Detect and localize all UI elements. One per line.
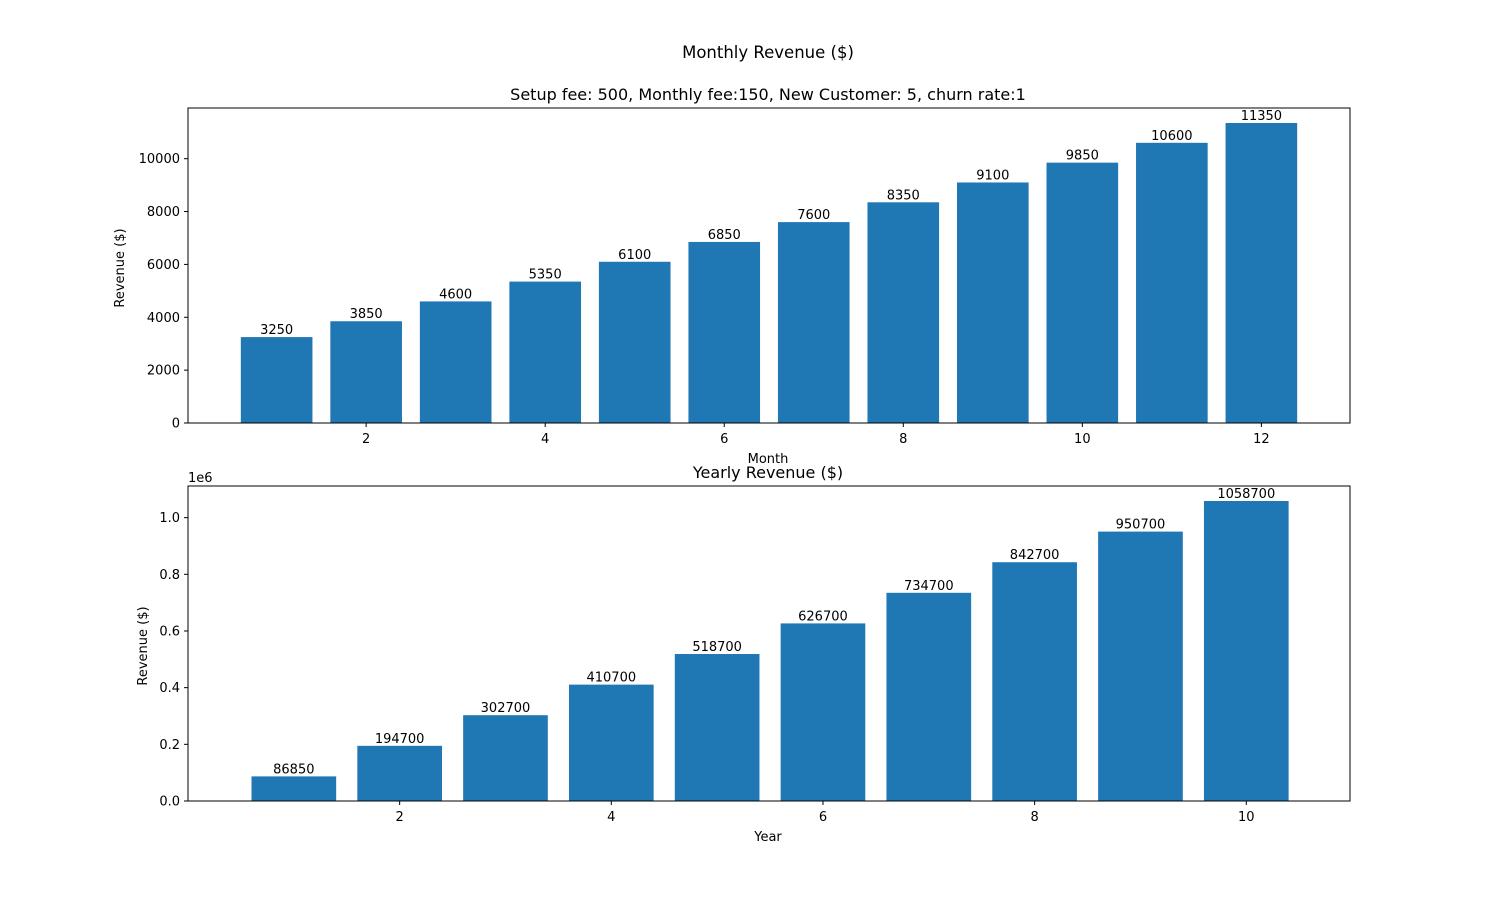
y-tick-label: 0.2	[159, 738, 180, 753]
y-offset-label: 1e6	[188, 471, 213, 486]
y-axis-label: Revenue ($)	[113, 228, 128, 307]
data-label: 194700	[375, 732, 425, 747]
bar	[1225, 123, 1298, 423]
data-labels-group: 86850 194700 302700 410700 518700 626700 73470…	[273, 487, 1275, 777]
bar	[251, 776, 337, 801]
data-label: 11350	[1241, 109, 1282, 124]
data-label: 302700	[481, 701, 531, 716]
data-label: 1058700	[1217, 487, 1275, 502]
data-label: 410700	[586, 671, 636, 686]
bar	[598, 261, 671, 423]
x-axis-ticks: 2 4 6 8 10 12	[362, 423, 1270, 447]
x-tick-label: 10	[1238, 810, 1255, 825]
data-label: 4600	[439, 287, 472, 302]
y-tick-label: 0.4	[159, 681, 180, 696]
plot-frame	[187, 107, 1351, 424]
bar	[1046, 162, 1119, 423]
data-label: 9850	[1066, 149, 1099, 164]
chart-title: Yearly Revenue ($)	[692, 463, 843, 482]
figure-suptitle: Monthly Revenue ($)	[682, 43, 854, 62]
data-label: 6100	[618, 248, 651, 263]
bar	[688, 241, 761, 423]
x-tick-label: 12	[1253, 432, 1270, 447]
bar	[240, 337, 313, 423]
data-label: 6850	[708, 228, 741, 243]
x-tick-label: 6	[720, 432, 728, 447]
y-axis-label: Revenue ($)	[136, 606, 151, 685]
y-tick-label: 10000	[139, 152, 180, 167]
chart-title: Setup fee: 500, Monthly fee:150, New Cus…	[510, 85, 1026, 104]
data-label: 7600	[797, 208, 830, 223]
x-tick-label: 8	[1030, 810, 1038, 825]
y-tick-label: 2000	[147, 364, 180, 379]
bar	[674, 654, 760, 801]
bar	[1203, 501, 1289, 801]
data-label: 734700	[904, 579, 954, 594]
bar	[957, 182, 1029, 423]
bar	[330, 321, 402, 423]
y-tick-label: 0	[172, 417, 180, 432]
data-label: 950700	[1116, 518, 1166, 533]
data-label: 626700	[798, 609, 848, 624]
bar	[568, 684, 654, 801]
bars-group	[240, 123, 1298, 423]
bar	[780, 623, 866, 801]
bar	[1136, 142, 1208, 423]
x-axis-label: Year	[753, 830, 782, 845]
y-tick-label: 1.0	[159, 511, 180, 526]
x-tick-label: 4	[541, 432, 549, 447]
data-label: 3250	[260, 323, 293, 338]
data-label: 5350	[529, 268, 562, 283]
y-tick-label: 6000	[147, 258, 180, 273]
bar	[777, 222, 850, 423]
data-label: 86850	[273, 762, 314, 777]
y-axis-ticks: 0.0 0.2 0.4 0.6 0.8 1.0	[159, 511, 188, 810]
x-axis-label: Month	[748, 452, 789, 467]
bar	[463, 715, 548, 801]
yearly-revenue-chart: Yearly Revenue ($) 868501947003027004107…	[136, 463, 1351, 845]
data-label: 9100	[976, 168, 1009, 183]
x-tick-label: 6	[819, 810, 827, 825]
y-tick-label: 0.8	[159, 568, 180, 583]
y-tick-label: 0.6	[159, 624, 180, 639]
plot-frame	[187, 485, 1351, 802]
bars-group	[251, 501, 1289, 801]
bar	[886, 592, 972, 801]
x-tick-label: 10	[1074, 432, 1091, 447]
bar	[1098, 531, 1183, 801]
y-axis-ticks: 0 2000 4000 6000 8000 10000	[139, 152, 188, 432]
data-labels-group: 3250 3850 4600 5350 6100 6850 7600 8350 9100 9850…	[260, 109, 1282, 338]
monthly-revenue-chart: Setup fee: 500, Monthly fee:150, New Cus…	[113, 85, 1351, 467]
data-label: 518700	[692, 640, 742, 655]
bar	[992, 562, 1077, 801]
bar	[357, 745, 442, 801]
data-label: 3850	[350, 307, 383, 322]
x-tick-label: 8	[899, 432, 907, 447]
bar	[867, 202, 940, 423]
x-tick-label: 4	[607, 810, 615, 825]
y-tick-label: 4000	[147, 311, 180, 326]
data-label: 8350	[887, 188, 920, 203]
x-tick-label: 2	[362, 432, 370, 447]
y-tick-label: 0.0	[159, 795, 180, 810]
bar	[419, 301, 492, 423]
bar	[509, 281, 582, 423]
x-tick-label: 2	[396, 810, 404, 825]
data-label: 10600	[1151, 129, 1192, 144]
data-label: 842700	[1010, 548, 1060, 563]
y-tick-label: 8000	[147, 205, 180, 220]
x-axis-ticks: 2 4 6 8 10	[396, 801, 1255, 825]
